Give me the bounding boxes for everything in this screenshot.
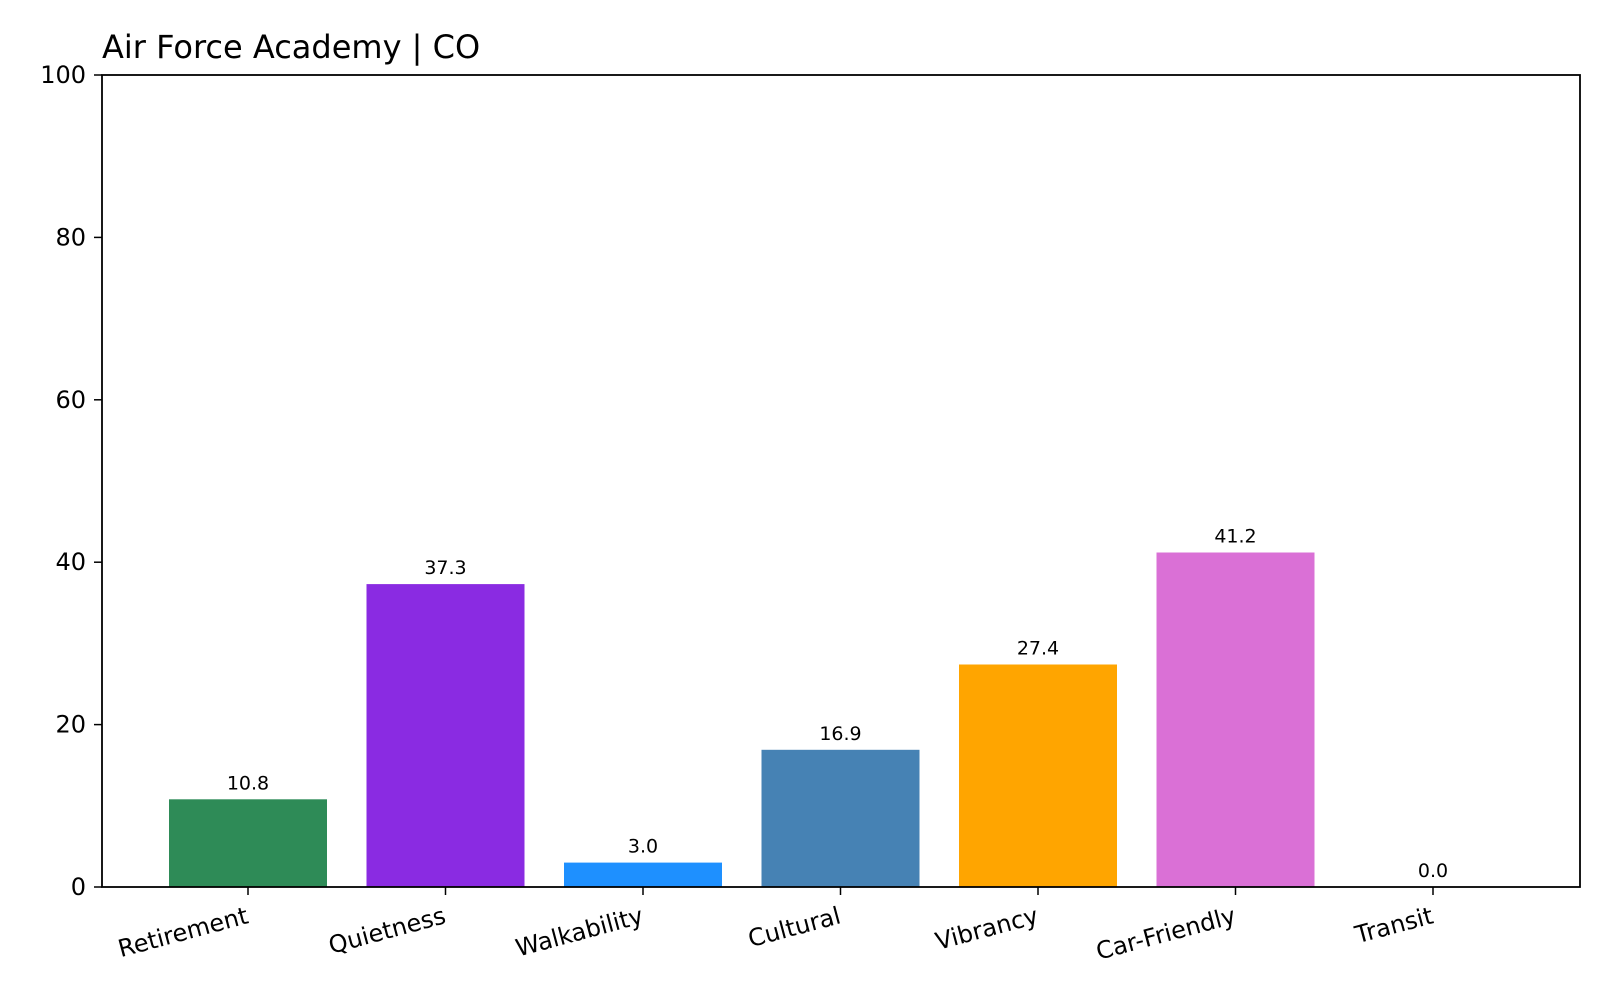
y-axis: 0 20 40 60 80 100 — [40, 61, 102, 901]
x-axis: Retirement Quietness Walkability Cultural Vi… — [115, 887, 1436, 966]
y-tick-label: 100 — [40, 61, 86, 89]
value-label-cultural: 16.9 — [819, 723, 861, 745]
value-labels-layer: 10.8 37.3 3.0 16.9 27.4 41.2 0.0 — [227, 526, 1448, 883]
axes-frame — [101, 74, 1581, 888]
value-label-retirement: 10.8 — [227, 772, 269, 794]
value-label-car-friendly: 41.2 — [1214, 526, 1256, 548]
bar-quietness — [366, 584, 525, 887]
value-label-quietness: 37.3 — [424, 557, 466, 579]
bar-cultural — [761, 749, 920, 887]
x-tick-label-transit: Transit — [1351, 902, 1436, 950]
y-tick-label: 40 — [55, 548, 86, 576]
x-tick-label-quietness: Quietness — [326, 902, 449, 960]
bar-car-friendly — [1156, 552, 1315, 887]
value-label-vibrancy: 27.4 — [1017, 638, 1059, 660]
bar-retirement — [169, 799, 327, 887]
y-tick-label: 80 — [55, 223, 86, 251]
bar-walkability — [564, 862, 722, 887]
y-tick-label: 20 — [55, 711, 86, 739]
x-tick-label-walkability: Walkability — [513, 902, 646, 963]
x-tick-label-cultural: Cultural — [745, 902, 844, 954]
value-label-transit: 0.0 — [1418, 860, 1448, 882]
chart-title: Air Force Academy | CO — [102, 28, 480, 66]
bars-layer — [169, 552, 1315, 887]
x-tick-label-car-friendly: Car-Friendly — [1093, 902, 1239, 966]
x-tick-label-retirement: Retirement — [115, 902, 251, 964]
y-tick-label: 60 — [55, 386, 86, 414]
bar-vibrancy — [959, 664, 1117, 887]
y-tick-label: 0 — [71, 873, 86, 901]
value-label-walkability: 3.0 — [628, 836, 658, 858]
x-tick-label-vibrancy: Vibrancy — [932, 902, 1041, 956]
